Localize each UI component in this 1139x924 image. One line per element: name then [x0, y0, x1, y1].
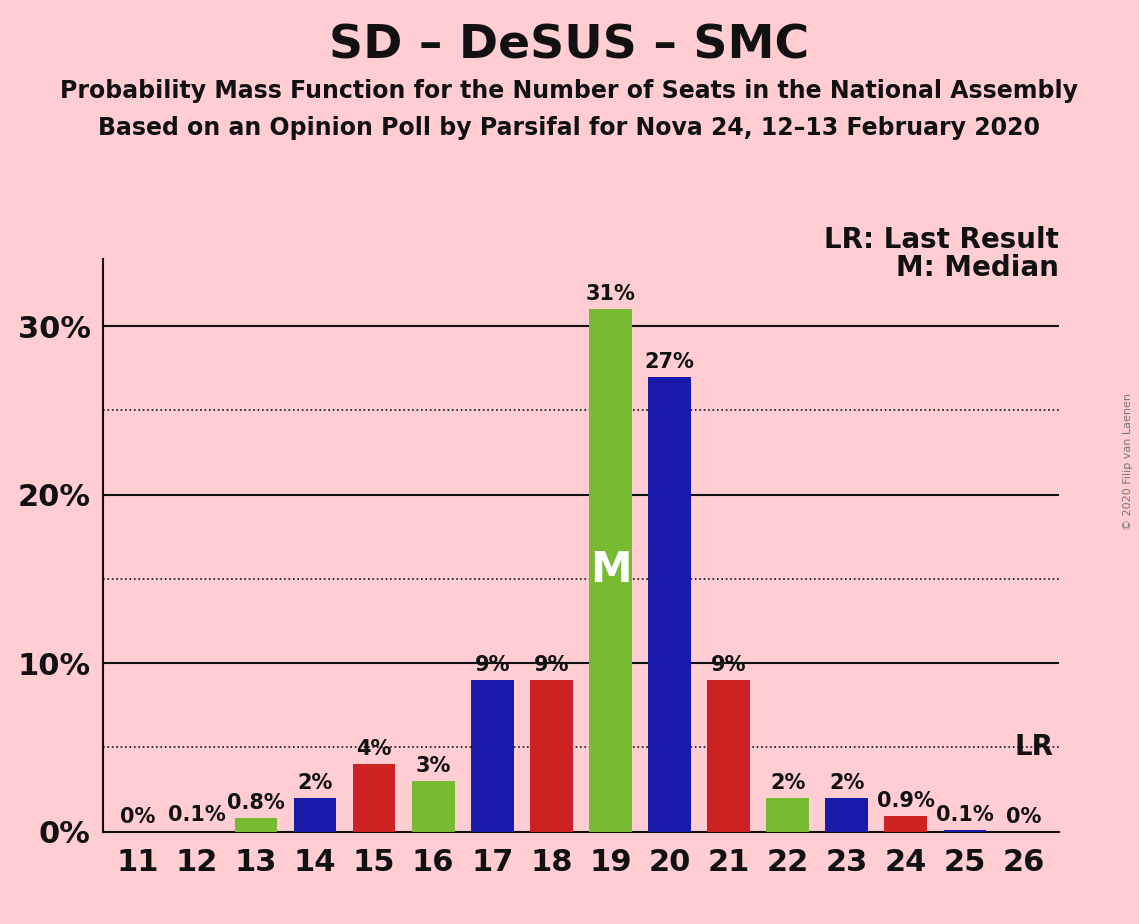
Text: 0%: 0%: [1006, 807, 1041, 827]
Text: M: Median: M: Median: [896, 254, 1059, 282]
Text: LR: LR: [1015, 734, 1054, 761]
Text: 9%: 9%: [533, 655, 570, 675]
Bar: [530, 680, 573, 832]
Text: 0.1%: 0.1%: [936, 805, 993, 825]
Text: 27%: 27%: [645, 352, 695, 371]
Text: 0.1%: 0.1%: [169, 805, 226, 825]
Bar: [943, 830, 986, 832]
Bar: [353, 764, 395, 832]
Text: Based on an Opinion Poll by Parsifal for Nova 24, 12–13 February 2020: Based on an Opinion Poll by Parsifal for…: [98, 116, 1041, 140]
Text: 9%: 9%: [475, 655, 510, 675]
Text: © 2020 Filip van Laenen: © 2020 Filip van Laenen: [1123, 394, 1133, 530]
Bar: [648, 377, 690, 832]
Text: 0%: 0%: [121, 807, 156, 827]
Text: 2%: 2%: [770, 772, 805, 793]
Text: Probability Mass Function for the Number of Seats in the National Assembly: Probability Mass Function for the Number…: [60, 79, 1079, 103]
Bar: [826, 798, 868, 832]
Text: 4%: 4%: [357, 739, 392, 760]
Text: SD – DeSUS – SMC: SD – DeSUS – SMC: [329, 23, 810, 68]
Text: 0.9%: 0.9%: [877, 791, 935, 811]
Text: 2%: 2%: [829, 772, 865, 793]
Text: 2%: 2%: [297, 772, 333, 793]
Bar: [235, 818, 277, 832]
Bar: [294, 798, 336, 832]
Text: 9%: 9%: [711, 655, 746, 675]
Text: 3%: 3%: [416, 756, 451, 776]
Text: 31%: 31%: [585, 285, 636, 304]
Bar: [412, 781, 454, 832]
Text: 0.8%: 0.8%: [227, 793, 285, 813]
Bar: [472, 680, 514, 832]
Bar: [885, 817, 927, 832]
Bar: [707, 680, 749, 832]
Text: LR: Last Result: LR: Last Result: [825, 226, 1059, 254]
Bar: [589, 310, 632, 832]
Text: M: M: [590, 550, 631, 591]
Bar: [767, 798, 809, 832]
